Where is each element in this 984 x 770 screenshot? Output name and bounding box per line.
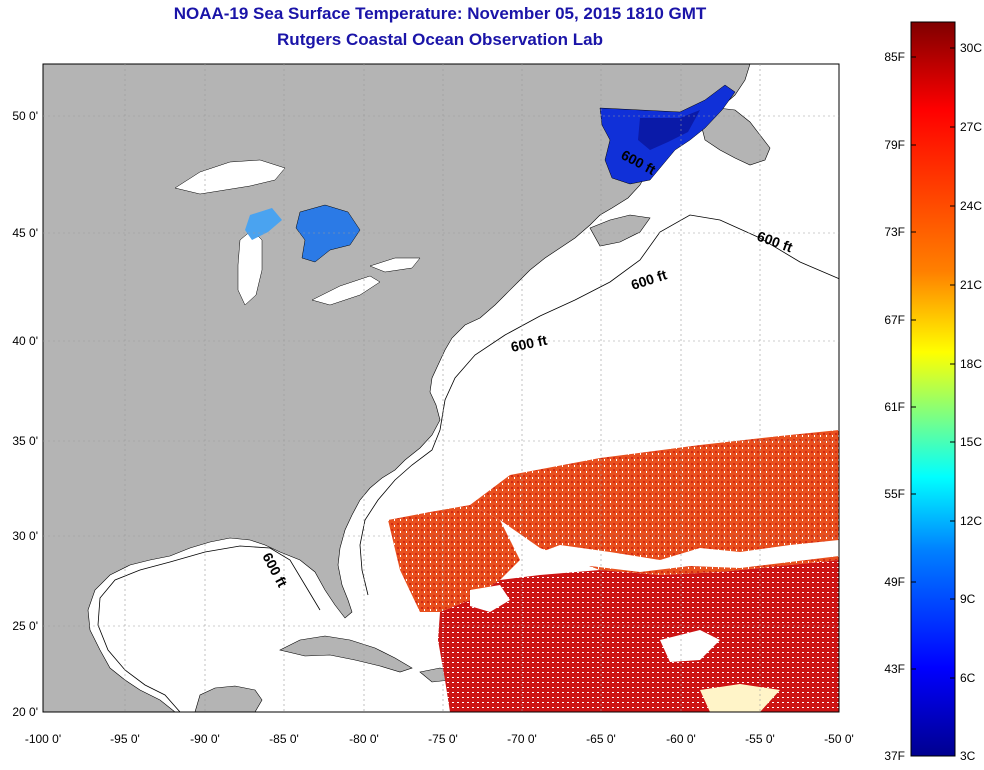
cloud-gap bbox=[660, 630, 720, 662]
colorbar-f-scale: 85F 79F 73F 67F 61F 55F 49F 43F 37F bbox=[884, 50, 905, 763]
contour-600ft-east-coast bbox=[359, 214, 839, 596]
lon-label: -85 0' bbox=[269, 732, 299, 746]
c-label: 9C bbox=[960, 592, 976, 606]
lon-label: -100 0' bbox=[25, 732, 61, 746]
sst-swath-south bbox=[438, 560, 839, 712]
c-label: 6C bbox=[960, 671, 976, 685]
map-frame bbox=[42, 63, 840, 713]
lon-label: -65 0' bbox=[586, 732, 616, 746]
map-graticule bbox=[43, 64, 839, 712]
map-title: NOAA-19 Sea Surface Temperature: Novembe… bbox=[173, 4, 707, 23]
sst-swath-north bbox=[470, 430, 839, 575]
lon-label: -60 0' bbox=[666, 732, 696, 746]
lat-label: 20 0' bbox=[12, 705, 38, 719]
lat-label: 45 0' bbox=[12, 226, 38, 240]
lake-superior bbox=[174, 159, 286, 195]
lon-label: -80 0' bbox=[349, 732, 379, 746]
f-label: 67F bbox=[884, 313, 905, 327]
c-label: 12C bbox=[960, 514, 982, 528]
lat-label: 25 0' bbox=[12, 619, 38, 633]
f-label: 49F bbox=[884, 575, 905, 589]
land-yucatan bbox=[194, 685, 263, 712]
lat-label: 50 0' bbox=[12, 109, 38, 123]
lon-label: -75 0' bbox=[428, 732, 458, 746]
lon-label: -55 0' bbox=[745, 732, 775, 746]
lat-label: 40 0' bbox=[12, 334, 38, 348]
colorbar bbox=[910, 21, 956, 757]
land-cuba bbox=[279, 635, 413, 673]
f-label: 37F bbox=[884, 749, 905, 763]
lake-superior-east-sst bbox=[245, 208, 282, 240]
c-label: 15C bbox=[960, 435, 982, 449]
c-label: 24C bbox=[960, 199, 982, 213]
lat-label: 30 0' bbox=[12, 529, 38, 543]
lake-huron-sst bbox=[295, 204, 361, 263]
colorbar-c-scale: 30C 27C 24C 21C 18C 15C 12C 9C 6C 3C bbox=[960, 41, 982, 763]
cloud-gap bbox=[520, 540, 839, 572]
c-label: 30C bbox=[960, 41, 982, 55]
f-label: 55F bbox=[884, 487, 905, 501]
lake-erie bbox=[311, 275, 381, 306]
sst-swath-west bbox=[388, 505, 520, 612]
latitude-axis: 50 0' 45 0' 40 0' 35 0' 30 0' 25 0' 20 0… bbox=[12, 109, 38, 719]
land-newfoundland bbox=[699, 107, 771, 166]
colorbar-ticks bbox=[911, 47, 955, 679]
land-north-america bbox=[43, 64, 751, 712]
c-label: 18C bbox=[960, 357, 982, 371]
contour-600ft-gulf bbox=[97, 545, 321, 712]
f-label: 79F bbox=[884, 138, 905, 152]
lon-label: -50 0' bbox=[824, 732, 854, 746]
lon-label: -70 0' bbox=[507, 732, 537, 746]
cloud-gap bbox=[470, 585, 510, 612]
lon-label: -95 0' bbox=[110, 732, 140, 746]
f-label: 43F bbox=[884, 662, 905, 676]
f-label: 85F bbox=[884, 50, 905, 64]
contour-label: 600 ft bbox=[509, 332, 548, 355]
map-subtitle: Rutgers Coastal Ocean Observation Lab bbox=[277, 30, 603, 49]
c-label: 21C bbox=[960, 278, 982, 292]
lat-label: 35 0' bbox=[12, 434, 38, 448]
c-label: 27C bbox=[960, 120, 982, 134]
lake-ontario bbox=[369, 257, 421, 273]
lon-label: -90 0' bbox=[190, 732, 220, 746]
f-label: 61F bbox=[884, 400, 905, 414]
c-label: 3C bbox=[960, 749, 976, 763]
gulf-st-lawrence-sst-dark bbox=[638, 110, 700, 150]
f-label: 73F bbox=[884, 225, 905, 239]
land-nova-scotia bbox=[589, 214, 651, 247]
longitude-axis: -100 0' -95 0' -90 0' -85 0' -80 0' -75 … bbox=[25, 732, 854, 746]
